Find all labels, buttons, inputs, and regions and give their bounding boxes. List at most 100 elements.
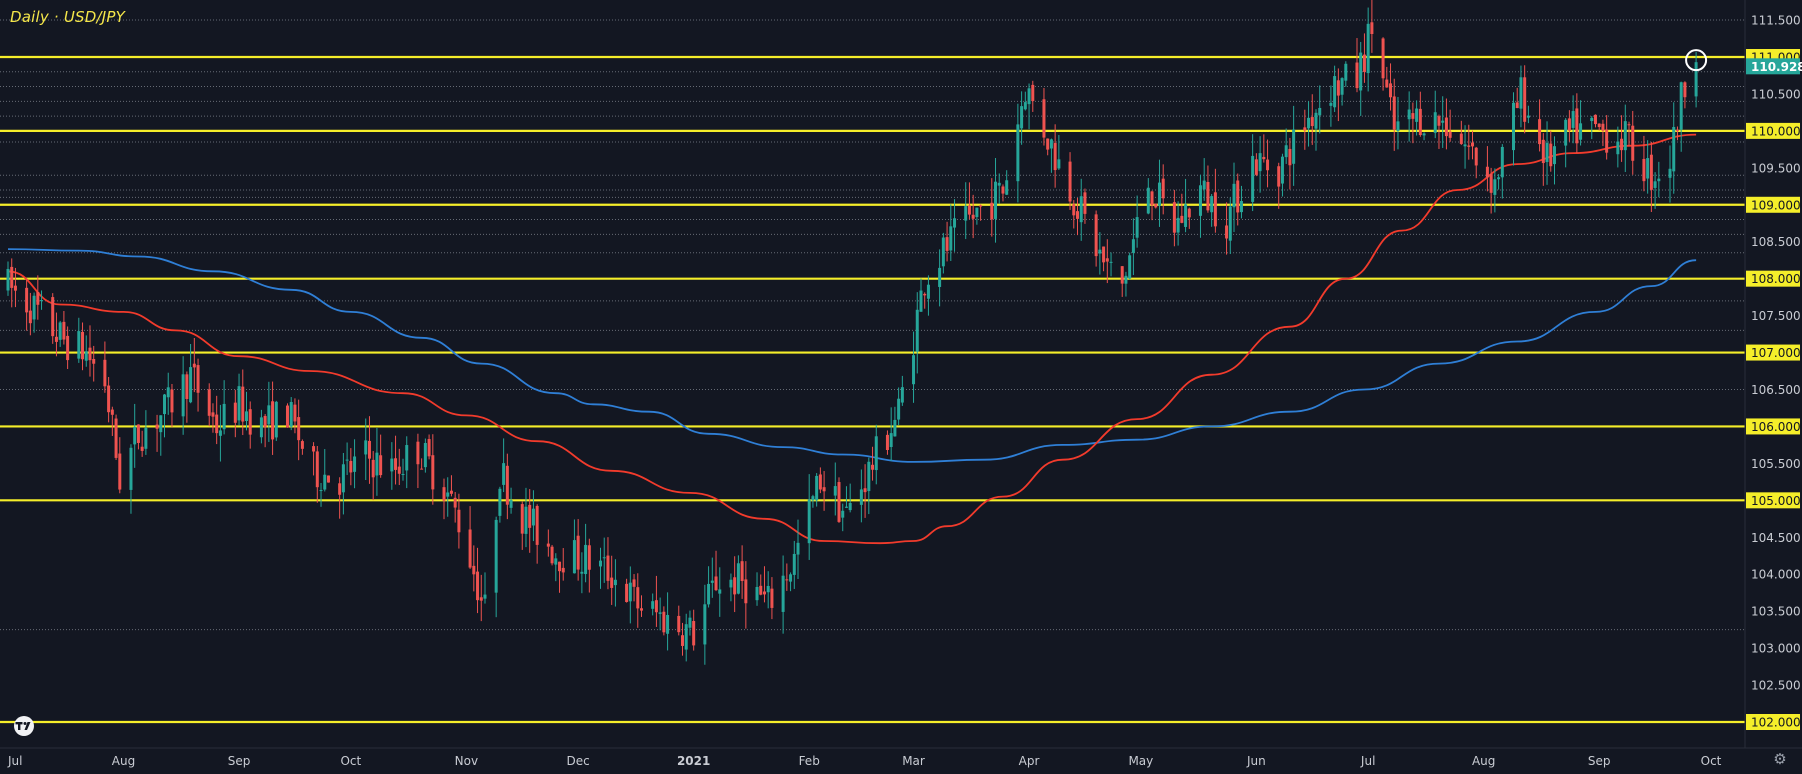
candle-265[interactable] [1389,63,1393,111]
candle-86[interactable] [453,492,457,523]
candle-183[interactable] [964,182,968,240]
candle-81[interactable] [427,434,431,460]
candle-125[interactable] [658,597,662,631]
candle-255[interactable] [1336,68,1340,122]
candle-56[interactable] [297,399,301,461]
candle-228[interactable] [1198,174,1202,238]
candle-179[interactable] [941,232,945,274]
candle-220[interactable] [1154,203,1158,209]
candle-122[interactable] [640,595,644,617]
candle-90[interactable] [476,547,480,614]
candle-283[interactable] [1485,146,1489,192]
candle-79[interactable] [420,458,424,470]
candle-296[interactable] [1549,130,1553,172]
candle-15[interactable] [84,335,88,367]
candle-314[interactable] [1646,140,1650,194]
candle-154[interactable] [811,494,815,508]
candle-194[interactable] [1020,91,1024,145]
candle-42[interactable] [222,380,226,435]
candle-133[interactable] [703,584,707,665]
candle-26[interactable] [140,430,144,457]
time-axis[interactable]: Jul Aug Sep Oct Nov Dec 2021 Feb Mar Apr May Jun Jul… [0,747,1802,768]
candle-117[interactable] [613,559,617,607]
candle-170[interactable] [893,406,897,437]
candle-210[interactable] [1102,246,1106,272]
candle-290[interactable] [1519,65,1523,128]
candle-110[interactable] [580,552,584,594]
candle-225[interactable] [1180,193,1184,224]
candle-141[interactable] [740,545,744,599]
candle-301[interactable] [1575,93,1579,154]
candle-275[interactable] [1441,96,1445,148]
candle-155[interactable] [815,473,819,507]
candle-245[interactable] [1284,128,1288,164]
candle-144[interactable] [759,574,763,596]
candle-127[interactable] [666,592,670,651]
candle-6[interactable] [36,275,40,320]
candle-96[interactable] [505,453,509,520]
candle-153[interactable] [807,474,811,560]
candle-49[interactable] [263,414,267,448]
candle-303[interactable] [1590,116,1594,140]
candle-159[interactable] [837,477,841,523]
candle-163[interactable] [859,469,863,523]
candle-102[interactable] [535,504,539,564]
candle-44[interactable] [237,373,241,426]
candle-233[interactable] [1225,202,1229,255]
candle-309[interactable] [1620,115,1624,162]
candle-98[interactable] [520,501,524,550]
candle-165[interactable] [867,457,871,515]
candle-312[interactable] [1631,110,1635,175]
candle-244[interactable] [1280,153,1284,197]
candle-140[interactable] [736,555,740,595]
candle-313[interactable] [1642,135,1646,192]
candle-55[interactable] [293,398,297,434]
candle-158[interactable] [833,462,837,516]
candle-16[interactable] [88,325,92,377]
candle-234[interactable] [1228,197,1232,255]
candle-60[interactable] [319,482,323,507]
candle-137[interactable] [718,567,722,617]
candle-289[interactable] [1515,87,1519,109]
candle-284[interactable] [1489,167,1493,214]
candle-70[interactable] [371,451,375,501]
candle-142[interactable] [744,561,748,629]
candle-286[interactable] [1497,174,1501,190]
candle-71[interactable] [375,427,379,496]
candle-208[interactable] [1094,210,1098,267]
candle-192[interactable] [1005,170,1009,196]
candle-54[interactable] [289,397,293,431]
candle-18[interactable] [103,341,107,393]
candle-40[interactable] [215,395,219,445]
candle-219[interactable] [1150,190,1154,221]
candle-184[interactable] [967,182,971,220]
candle-94[interactable] [498,486,502,523]
candle-176[interactable] [923,292,927,309]
candle-317[interactable] [1657,161,1661,198]
candle-269[interactable] [1411,102,1415,144]
candle-43[interactable] [233,389,237,438]
candle-124[interactable] [654,575,658,627]
price-axis[interactable]: 111.500111.000110.500110.000109.500109.0… [1744,0,1802,774]
candle-57[interactable] [300,439,304,455]
candle-58[interactable] [312,442,316,476]
candle-272[interactable] [1422,132,1426,141]
candle-34[interactable] [185,371,189,423]
candle-321[interactable] [1679,81,1683,152]
candle-116[interactable] [610,555,614,605]
candle-150[interactable] [789,572,793,592]
candle-128[interactable] [677,605,681,636]
candle-11[interactable] [62,310,66,345]
candle-149[interactable] [785,563,789,591]
candle-139[interactable] [733,556,737,613]
candle-23[interactable] [129,444,133,514]
candle-107[interactable] [561,548,565,581]
candle-46[interactable] [244,391,248,431]
candle-263[interactable] [1381,37,1385,91]
candle-8[interactable] [51,293,55,344]
candle-236[interactable] [1236,173,1240,226]
candle-202[interactable] [1057,135,1061,170]
candle-288[interactable] [1511,92,1515,166]
candle-0[interactable] [6,261,10,296]
candle-53[interactable] [285,403,289,428]
